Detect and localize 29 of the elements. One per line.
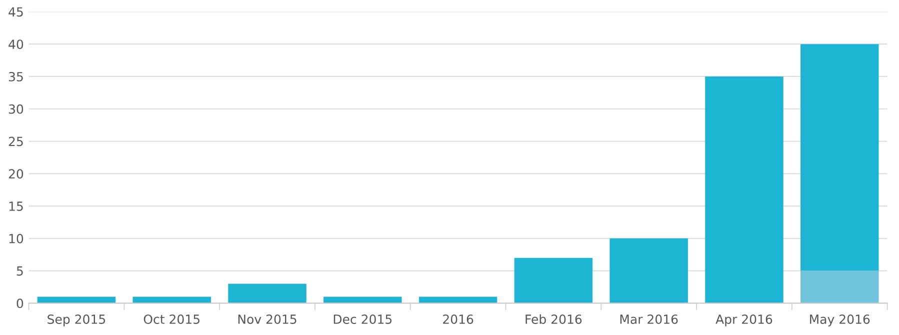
bar xyxy=(705,76,784,304)
bar xyxy=(418,296,498,304)
bar xyxy=(132,296,211,304)
bar xyxy=(800,270,879,304)
bar xyxy=(324,296,402,304)
x-tick-label: Oct 2015 xyxy=(144,314,200,324)
bar xyxy=(228,284,306,304)
y-tick-label: 0 xyxy=(16,298,24,308)
x-tick-label: Dec 2015 xyxy=(334,314,392,324)
y-tick-label: 40 xyxy=(8,40,24,50)
y-tick-label: 10 xyxy=(9,234,24,244)
y-tick-label: 5 xyxy=(16,266,23,276)
x-tick-label: Mar 2016 xyxy=(620,314,678,324)
bar xyxy=(514,258,593,304)
x-tick-label: Nov 2015 xyxy=(238,314,296,324)
x-tick-label: May 2016 xyxy=(810,314,870,326)
x-tick-label: 2016 xyxy=(443,314,474,324)
x-tick-label: Sep 2015 xyxy=(48,314,106,326)
bar xyxy=(610,238,688,304)
y-tick-label: 25 xyxy=(8,136,23,146)
y-tick-label: 20 xyxy=(8,169,24,179)
y-tick-label: 35 xyxy=(8,72,23,82)
bar xyxy=(37,296,116,304)
bar xyxy=(800,44,879,271)
y-tick-label: 45 xyxy=(8,7,23,17)
x-tick-label: Apr 2016 xyxy=(716,314,772,326)
y-tick-label: 15 xyxy=(9,202,23,211)
y-tick-label: 30 xyxy=(8,104,24,114)
x-tick-label: Feb 2016 xyxy=(526,314,582,324)
